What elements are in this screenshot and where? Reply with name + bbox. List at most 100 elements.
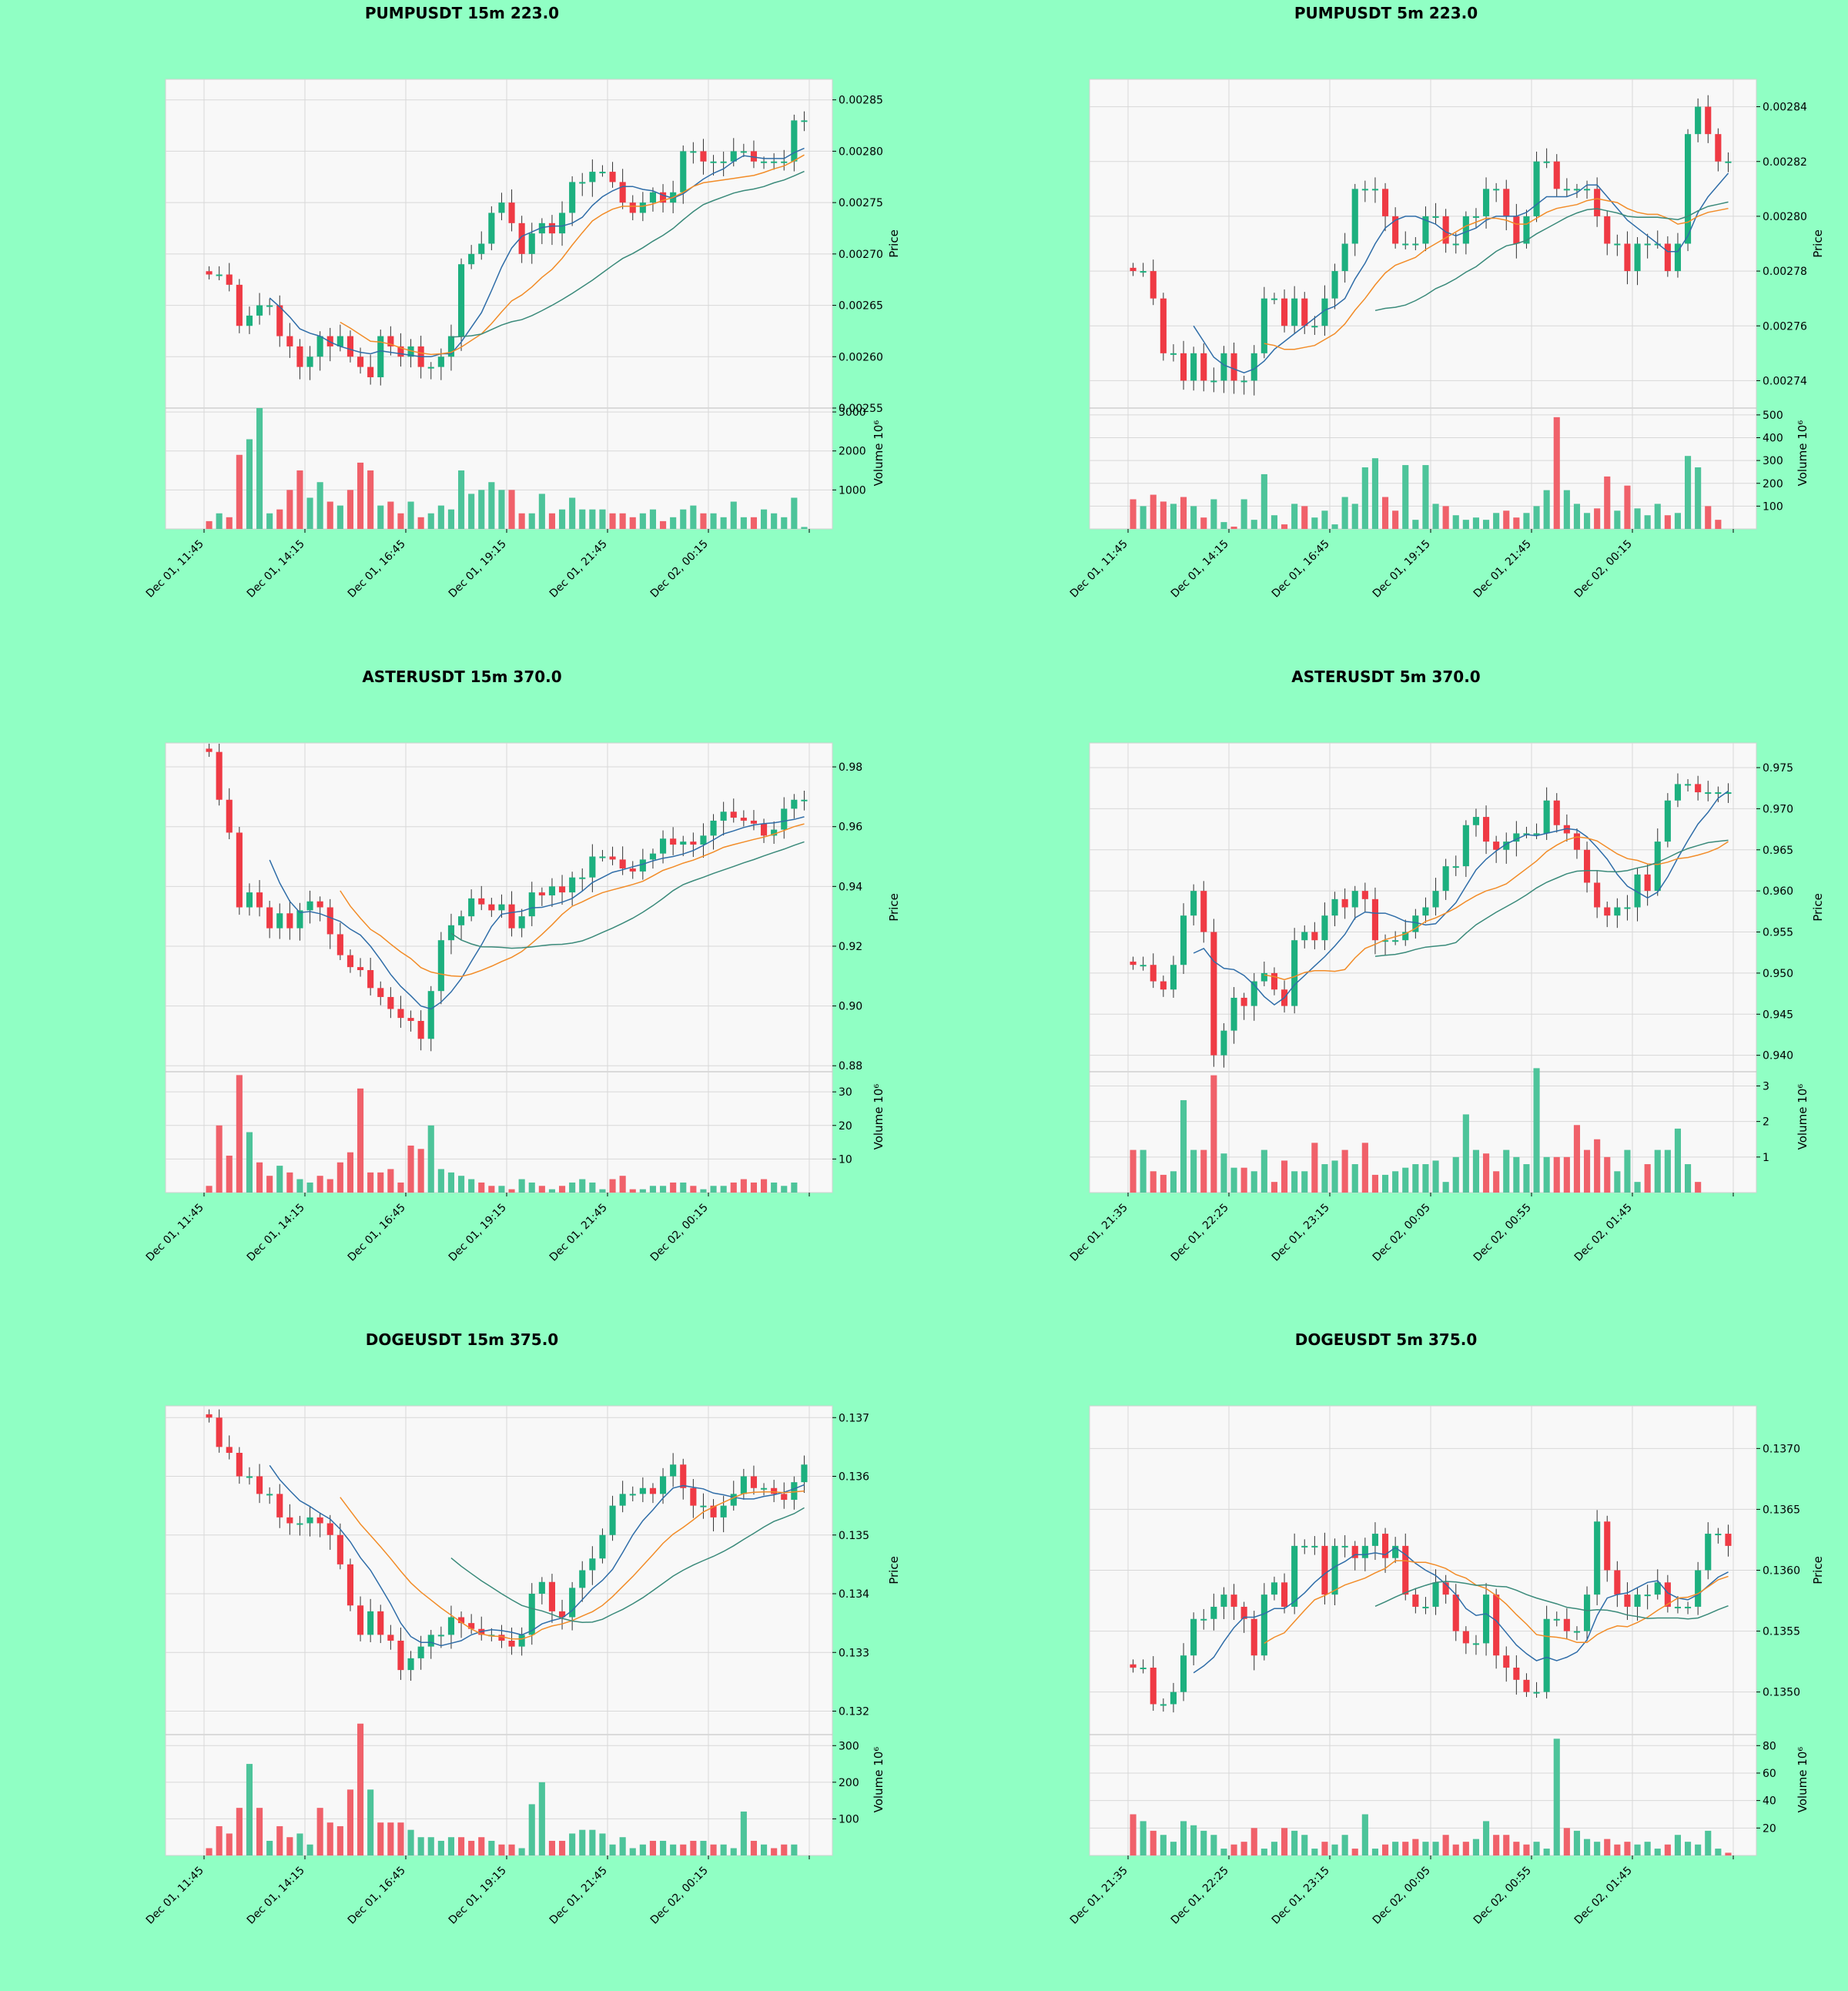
- volume-bar: [286, 1172, 293, 1193]
- volume-bar: [1604, 1156, 1611, 1193]
- candle-body: [649, 853, 657, 860]
- volume-bar: [629, 517, 636, 529]
- candle-body: [1140, 271, 1147, 273]
- volume-bar: [1301, 506, 1308, 529]
- candle-body: [599, 172, 606, 174]
- moving-average-line: [1193, 1547, 1729, 1674]
- candle-body: [216, 1417, 223, 1447]
- volume-bar: [619, 1837, 626, 1855]
- candle-body: [1150, 1668, 1157, 1705]
- candle-body: [508, 1641, 515, 1647]
- y-tick-label: 0.98: [839, 761, 862, 774]
- volume-bar: [1392, 1171, 1399, 1193]
- volume-bar: [276, 1825, 283, 1855]
- candle-body: [1462, 825, 1469, 867]
- volume-bar: [488, 1186, 495, 1193]
- volume-bar: [377, 505, 384, 529]
- candle-body: [1594, 189, 1601, 216]
- candle-body: [357, 967, 364, 971]
- volume-bar: [1563, 490, 1570, 529]
- volume-tick-label: 10: [839, 1153, 852, 1166]
- volume-bar: [569, 1833, 576, 1855]
- volume-bar: [1493, 1835, 1500, 1855]
- volume-bar: [1695, 1844, 1702, 1855]
- volume-bar: [1684, 1842, 1692, 1855]
- candle-body: [1351, 189, 1358, 244]
- volume-bar: [1240, 499, 1247, 529]
- chart-title: PUMPUSDT 15m 223.0: [364, 4, 560, 22]
- volume-bar: [558, 509, 566, 529]
- candle-body: [296, 346, 303, 367]
- candle-body: [1260, 1594, 1267, 1656]
- candle-body: [558, 886, 566, 893]
- candle-body: [468, 253, 475, 265]
- volume-bar: [206, 1848, 213, 1855]
- candle-body: [1331, 898, 1338, 916]
- candle-body: [306, 901, 313, 911]
- volume-bar: [680, 1844, 687, 1855]
- candle-body: [1160, 298, 1167, 353]
- candle-body: [1523, 216, 1530, 244]
- volume-bar: [1230, 1167, 1237, 1193]
- candle-body: [700, 835, 707, 845]
- volume-tick-label: 60: [1763, 1768, 1776, 1780]
- volume-bar: [1553, 1738, 1560, 1855]
- candle-body: [377, 336, 384, 377]
- candle-body: [1573, 1631, 1581, 1633]
- volume-bar: [387, 1822, 394, 1855]
- candle-body: [1543, 800, 1550, 834]
- candle-body: [690, 842, 697, 845]
- volume-bar: [629, 1189, 636, 1193]
- volume-bar: [740, 1811, 747, 1855]
- price-axis-label: Price: [1811, 1556, 1825, 1584]
- candle-body: [1452, 1594, 1459, 1631]
- candle-body: [1150, 271, 1157, 299]
- candle-body: [1614, 243, 1621, 246]
- volume-bar: [649, 509, 657, 529]
- candle-body: [1654, 842, 1661, 892]
- volume-bar: [478, 1182, 485, 1193]
- candle-body: [1160, 1704, 1167, 1706]
- price-axis-label: Price: [887, 893, 901, 922]
- candle-body: [1361, 891, 1368, 899]
- candle-body: [740, 1476, 747, 1494]
- volume-bar: [1422, 1164, 1429, 1193]
- candle-body: [1371, 898, 1379, 941]
- chart-title: PUMPUSDT 5m 223.0: [1294, 4, 1478, 22]
- volume-bar: [1674, 1835, 1682, 1855]
- volume-bar: [1674, 513, 1682, 529]
- x-tick-label: Dec 01, 23:15: [1270, 1865, 1332, 1927]
- candle-body: [1432, 1582, 1439, 1607]
- candle-body: [1140, 965, 1147, 967]
- volume-bar: [1644, 515, 1651, 529]
- x-tick-label: Dec 02, 00:05: [1371, 1865, 1433, 1927]
- volume-bar: [1381, 497, 1389, 529]
- candle-body: [659, 838, 667, 854]
- volume-bar: [326, 501, 333, 529]
- volume-bar: [1503, 1835, 1510, 1855]
- volume-bar: [1594, 1842, 1601, 1855]
- volume-bar: [528, 1804, 535, 1855]
- volume-bar: [377, 1172, 384, 1193]
- candle-body: [690, 1487, 697, 1506]
- volume-bar: [599, 509, 606, 529]
- candle-body: [1563, 825, 1570, 834]
- candle-body: [256, 1476, 263, 1494]
- candle-body: [1180, 353, 1187, 381]
- volume-bar: [1270, 1182, 1278, 1193]
- candle-body: [447, 1617, 455, 1635]
- volume-bar: [760, 1844, 768, 1855]
- volume-bar: [1594, 1139, 1601, 1193]
- y-tick-label: 0.00270: [839, 249, 883, 261]
- volume-bar: [246, 1132, 253, 1193]
- candle-body: [1402, 932, 1409, 941]
- volume-bar: [1250, 1171, 1257, 1193]
- volume-bar: [1371, 458, 1379, 529]
- volume-bar: [518, 1179, 525, 1193]
- candle-body: [1664, 243, 1671, 272]
- volume-bar: [569, 497, 576, 529]
- volume-bar: [771, 1848, 778, 1855]
- volume-bar: [457, 470, 465, 529]
- volume-bar: [1321, 510, 1328, 529]
- candle-body: [407, 1018, 414, 1022]
